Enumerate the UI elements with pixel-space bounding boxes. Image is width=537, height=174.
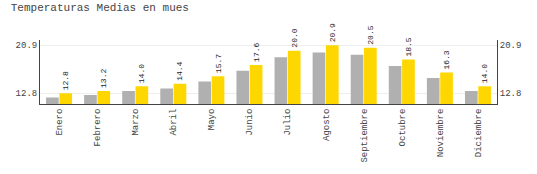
svg-text:16.3: 16.3 [442,50,451,69]
svg-text:14.4: 14.4 [175,61,184,80]
svg-text:Temperaturas Medias en mues: Temperaturas Medias en mues [11,2,189,14]
svg-text:20.9: 20.9 [16,41,38,51]
svg-text:20.0: 20.0 [290,28,299,47]
svg-text:Septiembre: Septiembre [360,109,370,163]
svg-text:Julio: Julio [283,109,293,136]
svg-text:Abril: Abril [169,109,179,136]
svg-text:14.0: 14.0 [480,64,489,83]
svg-text:13.2: 13.2 [99,69,108,88]
svg-text:Febrero: Febrero [93,109,103,147]
svg-text:Junio: Junio [245,109,255,136]
svg-text:Enero: Enero [55,109,65,136]
svg-text:Noviembre: Noviembre [436,109,446,158]
svg-text:14.0: 14.0 [137,64,146,83]
svg-text:Diciembre: Diciembre [474,109,484,158]
svg-text:Mayo: Mayo [207,109,217,131]
svg-text:Octubre: Octubre [398,109,408,147]
svg-text:18.5: 18.5 [404,37,413,56]
svg-text:20.9: 20.9 [328,23,337,42]
svg-text:20.9: 20.9 [500,41,522,51]
svg-text:12.8: 12.8 [500,89,522,99]
svg-text:15.7: 15.7 [214,54,223,73]
svg-text:20.5: 20.5 [366,25,375,44]
svg-text:Marzo: Marzo [131,109,141,136]
svg-text:12.8: 12.8 [16,89,38,99]
svg-text:12.8: 12.8 [61,71,70,90]
svg-text:Agosto: Agosto [322,109,332,141]
svg-text:17.6: 17.6 [252,42,261,61]
